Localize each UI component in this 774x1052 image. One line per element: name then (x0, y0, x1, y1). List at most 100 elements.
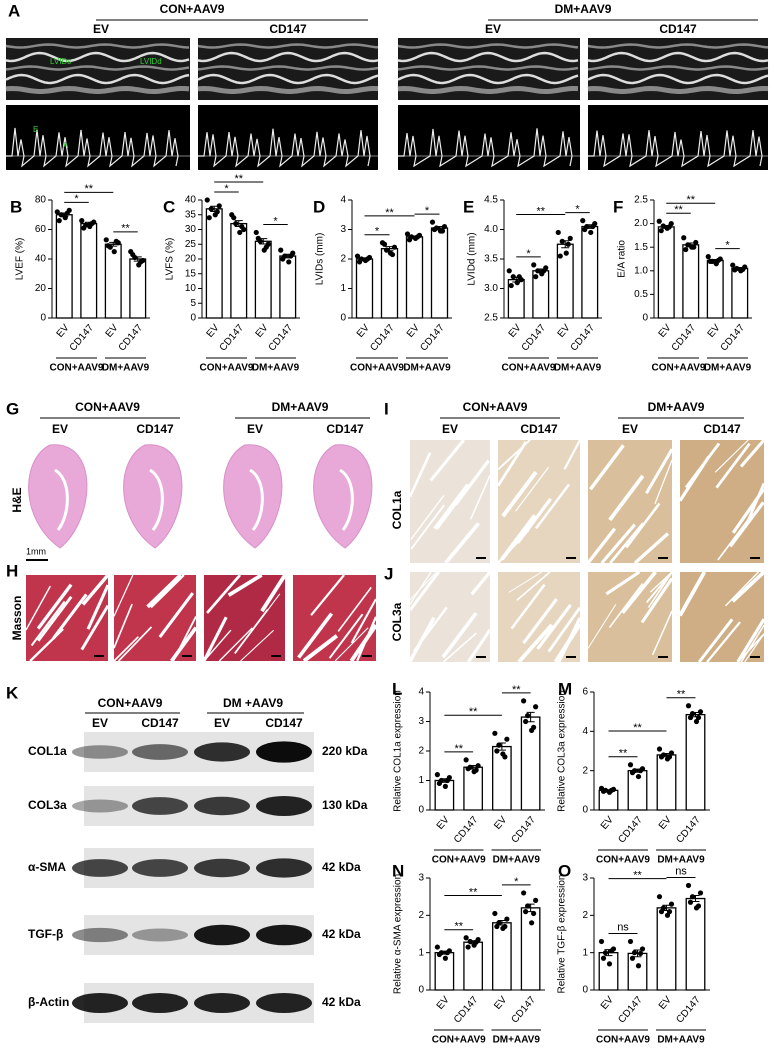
group-label: DM +AAV9 (223, 696, 283, 710)
data-point (582, 226, 588, 233)
data-point (590, 223, 596, 230)
data-point (533, 274, 539, 280)
data-point (383, 247, 390, 253)
bar (104, 243, 122, 319)
data-point (608, 787, 615, 793)
significance-label: ** (536, 205, 545, 217)
significance-label: * (725, 240, 730, 252)
data-point (639, 946, 646, 952)
y-tick-label: 0 (642, 313, 648, 324)
m-mode-band (397, 73, 579, 85)
data-point (660, 223, 666, 229)
data-point (705, 254, 711, 260)
protein-label: TGF-β (28, 927, 63, 941)
blot-band (256, 741, 312, 763)
masson-image-fiber (334, 627, 369, 662)
group-label: DM+AAV9 (648, 400, 705, 414)
ihc-image-fiber (515, 466, 550, 512)
group-label: CON+AAV9 (596, 1035, 650, 1046)
data-point (492, 910, 498, 917)
x-tick-label: CD147 (267, 322, 296, 353)
column-label: CD147 (269, 22, 307, 36)
bar (205, 208, 223, 319)
y-tick-label: 25 (185, 239, 197, 250)
bar (463, 941, 483, 991)
y-tick-label: 5 (190, 298, 196, 309)
ihc-image-fiber (470, 570, 492, 596)
bar (80, 222, 98, 319)
data-point (656, 218, 662, 224)
significance-label: ** (469, 706, 478, 718)
y-tick-label: 1 (582, 947, 588, 958)
ihc-image-fiber (587, 604, 617, 649)
data-point (237, 229, 243, 236)
doppler-wave (398, 128, 573, 168)
protein-label: α-SMA (28, 860, 66, 874)
y-tick-label: 4.0 (484, 224, 498, 235)
column-label: CD147 (520, 422, 558, 436)
y-tick-label: 4 (340, 195, 346, 206)
group-label: DM+AAV9 (252, 363, 300, 374)
data-point (473, 939, 479, 945)
y-tick-label: 0 (418, 985, 424, 996)
data-point (602, 950, 609, 956)
column-label: CD147 (141, 716, 179, 730)
panel-label: K (6, 683, 19, 702)
ihc-image-fiber (600, 523, 636, 565)
bar (355, 258, 374, 319)
m-mode-band (587, 43, 769, 49)
ihc-image-fiber (737, 633, 765, 663)
data-point (255, 235, 261, 241)
masson-image-fiber (206, 574, 242, 614)
y-axis-label: Relative COL3a expression (557, 690, 568, 812)
y-tick-label: 2 (418, 910, 424, 921)
significance-label: * (575, 204, 580, 216)
blot-band (194, 858, 250, 878)
masson-image-fiber (86, 584, 110, 630)
x-tick-label: CD147 (418, 322, 447, 353)
ihc-image-fiber (408, 452, 432, 498)
data-point (689, 711, 696, 717)
data-point (666, 754, 673, 760)
blot-band (72, 745, 128, 759)
x-tick-label: EV (205, 322, 222, 340)
blot-band (132, 859, 188, 877)
significance-label: ns (617, 921, 629, 933)
m-mode-band (587, 65, 769, 71)
y-tick-label: 40 (185, 195, 197, 206)
column-label: CD147 (326, 422, 364, 436)
panel-label: B (10, 197, 22, 216)
ihc-image-fiber (621, 570, 657, 614)
panel-label: O (558, 861, 571, 880)
significance-label: ** (121, 223, 130, 235)
bar (230, 222, 248, 319)
ihc-image-fiber (522, 598, 558, 645)
m-mode-band (397, 43, 579, 49)
data-point (434, 772, 440, 778)
data-point (687, 714, 694, 721)
x-tick-label: EV (599, 994, 616, 1012)
data-point (81, 225, 87, 231)
data-point (567, 235, 573, 241)
ihc-image-fiber (410, 504, 445, 550)
y-tick-label: 0 (582, 985, 588, 996)
masson-image-fiber (158, 592, 194, 639)
data-point (608, 948, 615, 954)
ventricle-cavity (249, 468, 264, 531)
bar (657, 226, 675, 319)
ihc-image (680, 440, 764, 563)
data-point (231, 215, 237, 221)
y-tick-label: 3 (418, 873, 424, 884)
ihc-image-fiber (608, 583, 644, 629)
y-tick-label: 10 (185, 283, 197, 294)
bar (685, 713, 706, 811)
significance-label: * (224, 183, 229, 195)
data-point (529, 920, 535, 926)
group-label: CON+AAV9 (652, 363, 706, 374)
y-axis-label: E/A ratio (617, 240, 628, 278)
group-label: DM+AAV9 (102, 363, 150, 374)
y-tick-label: 0 (40, 313, 46, 324)
significance-label: ** (677, 689, 686, 701)
data-point (525, 713, 531, 719)
